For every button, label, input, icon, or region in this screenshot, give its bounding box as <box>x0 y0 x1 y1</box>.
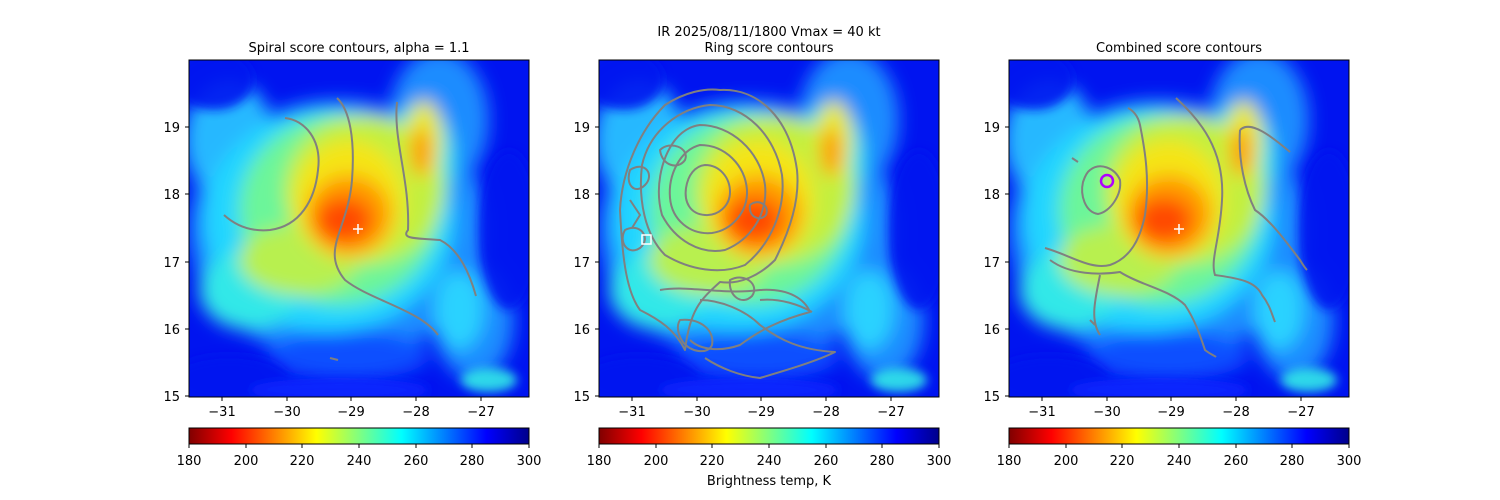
y-tick-label: 16 <box>573 323 590 338</box>
x-tick-label: −27 <box>467 405 494 420</box>
colorbar-tick-label: 180 <box>177 454 202 469</box>
colorbar-tick-label: 300 <box>517 454 542 469</box>
center-marker <box>353 224 363 234</box>
ring-center-marker <box>1099 173 1115 189</box>
colorbar-tick-label: 260 <box>404 454 429 469</box>
colorbar-tick-label: 220 <box>1110 454 1135 469</box>
x-tick-label: −30 <box>683 405 710 420</box>
colorbar-label: Brightness temp, K <box>707 474 832 489</box>
x-tick-label: −29 <box>1157 405 1184 420</box>
y-tick-label: 18 <box>163 188 180 203</box>
figure-suptitle: IR 2025/08/11/1800 Vmax = 40 kt <box>657 25 880 40</box>
y-tick-label: 19 <box>163 121 180 136</box>
x-tick-label: −29 <box>747 405 774 420</box>
colorbar-tick-label: 280 <box>1280 454 1305 469</box>
x-tick-label: −28 <box>1222 405 1249 420</box>
x-tick-label: −31 <box>618 405 645 420</box>
colorbar-tick-label: 200 <box>644 454 669 469</box>
y-tick-label: 18 <box>573 188 590 203</box>
colorbar-tick-label: 240 <box>757 454 782 469</box>
y-tick-label: 15 <box>983 390 1000 405</box>
brightness-temp-field <box>169 50 539 405</box>
ring-center-marker <box>641 234 652 245</box>
x-tick-label: −31 <box>1028 405 1055 420</box>
colorbar-tick-label: 260 <box>814 454 839 469</box>
y-tick-label: 15 <box>573 390 590 405</box>
colorbar-tick-label: 300 <box>927 454 952 469</box>
y-tick-label: 16 <box>983 323 1000 338</box>
axes-frame <box>598 59 940 398</box>
x-axis: −31 −30 −29 −28 −27 <box>1028 397 1315 420</box>
colorbar-tick-label: 300 <box>1337 454 1362 469</box>
colorbar-tick-label: 240 <box>1167 454 1192 469</box>
x-tick-label: −28 <box>402 405 429 420</box>
y-tick-label: 17 <box>163 256 180 271</box>
colorbar-tick-label: 260 <box>1224 454 1249 469</box>
y-tick-label: 19 <box>983 121 1000 136</box>
colorbar: 180 200 220 240 260 280 300 <box>177 427 542 469</box>
y-tick-label: 18 <box>983 188 1000 203</box>
brightness-temp-field <box>989 50 1359 405</box>
colorbar-tick-label: 220 <box>700 454 725 469</box>
colorbar-tick-label: 200 <box>1054 454 1079 469</box>
colorbar-tick-label: 180 <box>587 454 612 469</box>
colorbar-tick-label: 280 <box>460 454 485 469</box>
x-tick-label: −29 <box>337 405 364 420</box>
colorbar-tick-label: 240 <box>347 454 372 469</box>
y-axis: 15 16 17 18 19 <box>573 121 599 405</box>
y-axis: 15 16 17 18 19 <box>983 121 1009 405</box>
panel-combined: Combined score contours <box>983 41 1361 469</box>
x-axis: −31 −30 −29 −28 −27 <box>618 397 905 420</box>
x-tick-label: −27 <box>1287 405 1314 420</box>
panel-ring: Ring score contours <box>573 41 951 489</box>
axes-frame <box>1008 59 1350 398</box>
panel-spiral: Spiral score contours, alpha = 1.1 −31 <box>163 41 541 469</box>
x-tick-label: −31 <box>208 405 235 420</box>
colorbar: 180 200 220 240 260 280 300 Brightness t… <box>587 427 952 489</box>
x-tick-label: −27 <box>877 405 904 420</box>
x-tick-label: −30 <box>273 405 300 420</box>
x-axis: −31 −30 −29 −28 −27 <box>208 397 495 420</box>
center-marker <box>1174 224 1184 234</box>
y-tick-label: 17 <box>983 256 1000 271</box>
colorbar-tick-label: 220 <box>290 454 315 469</box>
y-tick-label: 16 <box>163 323 180 338</box>
panel-title: Spiral score contours, alpha = 1.1 <box>248 41 469 56</box>
colorbar-tick-label: 200 <box>234 454 259 469</box>
x-tick-label: −30 <box>1093 405 1120 420</box>
y-tick-label: 19 <box>573 121 590 136</box>
score-contours <box>1044 97 1308 358</box>
y-tick-label: 17 <box>573 256 590 271</box>
colorbar-tick-label: 280 <box>870 454 895 469</box>
score-contours <box>223 97 477 361</box>
y-axis: 15 16 17 18 19 <box>163 121 189 405</box>
panel-title: Ring score contours <box>704 41 833 56</box>
panel-title: Combined score contours <box>1096 41 1262 56</box>
score-contours <box>619 88 836 379</box>
colorbar: 180 200 220 240 260 280 300 <box>997 427 1362 469</box>
y-tick-label: 15 <box>163 390 180 405</box>
colorbar-tick-label: 180 <box>997 454 1022 469</box>
axes-frame <box>188 59 530 398</box>
x-tick-label: −28 <box>812 405 839 420</box>
